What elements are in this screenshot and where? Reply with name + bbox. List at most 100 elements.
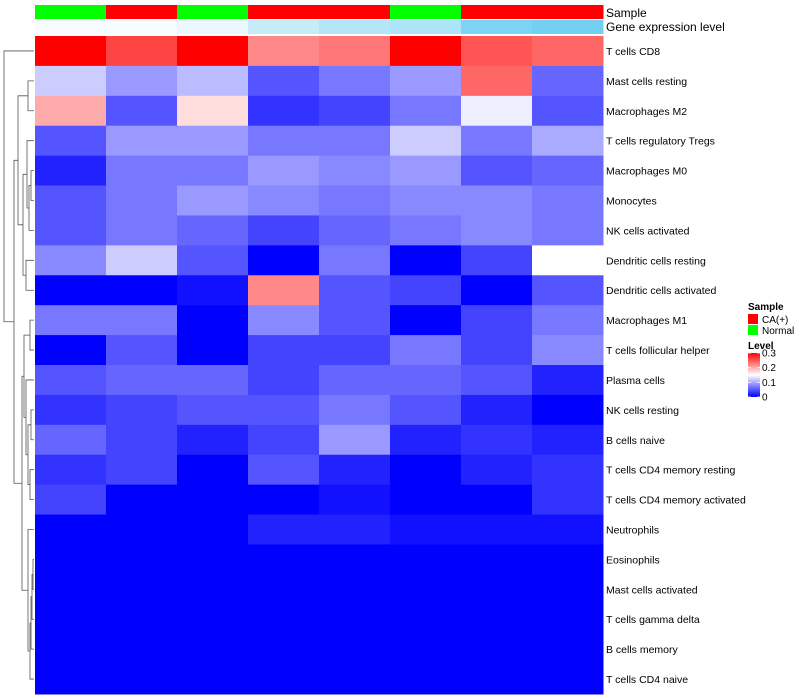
row-label: T cells follicular helper <box>606 345 710 357</box>
row-label: Mast cells resting <box>606 76 687 88</box>
heatmap-cell <box>390 215 462 246</box>
row-label: T cells regulatory Tregs <box>606 136 715 148</box>
heatmap-cell <box>248 454 320 486</box>
heatmap-cell <box>177 544 249 575</box>
heatmap-cell <box>532 394 604 426</box>
dendrogram-branch <box>25 259 34 291</box>
heatmap-cell <box>319 335 391 366</box>
heatmap-cell <box>248 125 320 157</box>
heatmap-cell <box>319 544 391 575</box>
heatmap-cell <box>106 185 178 216</box>
heatmap-cell <box>532 245 604 276</box>
heatmap-cell <box>248 484 320 516</box>
dendrogram-branch <box>32 559 34 590</box>
legend-sample-label: Normal <box>762 326 794 337</box>
annotation-label-sample: Sample <box>606 6 647 20</box>
heatmap-cell <box>461 65 533 97</box>
legend-tick-label: 0 <box>762 393 768 404</box>
row-dendrogram <box>3 50 34 680</box>
dendrogram-branch <box>26 140 34 209</box>
sample-annotation-cell <box>248 5 320 19</box>
heatmap-cells <box>35 36 604 695</box>
heatmap-cell <box>35 275 107 306</box>
heatmap-cell <box>177 574 249 605</box>
heatmap-cell <box>532 544 604 575</box>
heatmap-cell <box>390 604 462 635</box>
heatmap-cell <box>248 65 320 97</box>
gene-level-annotation-cell <box>248 20 320 34</box>
heatmap-cell <box>248 335 320 366</box>
heatmap-cell <box>177 125 249 157</box>
legend-level-title: Level <box>748 341 774 352</box>
gene-level-annotation-cell <box>390 20 462 34</box>
heatmap-cell <box>532 275 604 306</box>
heatmap-cell <box>248 185 320 216</box>
heatmap-cell <box>106 95 178 127</box>
heatmap-cell <box>461 125 533 157</box>
heatmap-cell <box>461 95 533 127</box>
heatmap-cell <box>248 155 320 187</box>
heatmap-cell <box>319 215 391 246</box>
heatmap-cell <box>532 65 604 97</box>
heatmap-cell <box>461 544 533 575</box>
heatmap-cell <box>106 275 178 306</box>
dendrogram-branch <box>21 375 28 591</box>
heatmap-cell <box>532 424 604 456</box>
heatmap-cell <box>532 514 604 545</box>
heatmap-cell <box>106 634 178 665</box>
row-label: Mast cells activated <box>606 584 698 596</box>
heatmap-cell <box>106 305 178 336</box>
heatmap-cell <box>461 664 533 695</box>
heatmap-cell <box>106 574 178 605</box>
sample-annotation-cell <box>177 5 249 19</box>
row-label: Macrophages M1 <box>606 315 687 327</box>
heatmap-cell <box>248 95 320 127</box>
heatmap-cell <box>390 424 462 456</box>
heatmap-cell <box>35 155 107 187</box>
annotation-label-gene-expression: Gene expression level <box>606 20 725 34</box>
heatmap-cell <box>177 36 249 67</box>
row-label: B cells naive <box>606 435 665 447</box>
heatmap-cell <box>461 305 533 336</box>
heatmap-cell <box>177 514 249 545</box>
sample-annotation-cell <box>319 5 391 19</box>
heatmap-cell <box>177 365 249 396</box>
gene-level-annotation-cell <box>532 20 604 34</box>
heatmap-cell <box>35 65 107 97</box>
legend-sample-swatch <box>748 325 758 335</box>
annotation-bars <box>35 5 604 34</box>
heatmap-cell <box>106 514 178 545</box>
heatmap-cell <box>461 484 533 516</box>
heatmap-cell <box>319 95 391 127</box>
heatmap-cell <box>390 36 462 67</box>
heatmap-cell <box>319 664 391 695</box>
heatmap-cell <box>106 484 178 516</box>
sample-annotation-cell <box>390 5 462 19</box>
heatmap-cell <box>35 454 107 486</box>
heatmap-cell <box>532 664 604 695</box>
heatmap-cell <box>319 125 391 157</box>
heatmap-cell <box>248 365 320 396</box>
heatmap-cell <box>177 155 249 187</box>
heatmap-cell <box>390 394 462 426</box>
legend-sample-label: CA(+) <box>762 315 788 326</box>
heatmap-cell <box>106 335 178 366</box>
gene-level-annotation-cell <box>461 20 533 34</box>
heatmap-cell <box>248 215 320 246</box>
heatmap-cell <box>319 484 391 516</box>
dendrogram-branch <box>27 424 31 486</box>
heatmap-cell <box>35 574 107 605</box>
heatmap-cell <box>461 335 533 366</box>
heatmap-cell <box>177 634 249 665</box>
heatmap-cell <box>390 544 462 575</box>
heatmap-cell <box>248 514 320 545</box>
heatmap-cell <box>532 155 604 187</box>
heatmap-cell <box>461 514 533 545</box>
heatmap-cell <box>390 664 462 695</box>
heatmap-cell <box>461 424 533 456</box>
heatmap-cell <box>177 664 249 695</box>
heatmap-cell <box>106 424 178 456</box>
heatmap-cell <box>106 664 178 695</box>
heatmap-cell <box>461 155 533 187</box>
heatmap-cell <box>461 215 533 246</box>
